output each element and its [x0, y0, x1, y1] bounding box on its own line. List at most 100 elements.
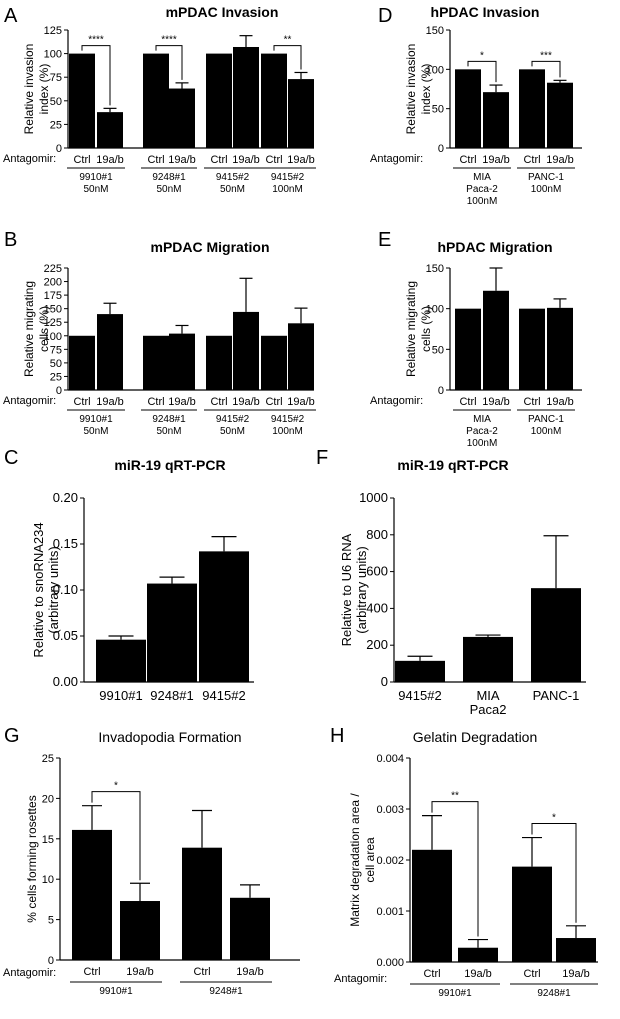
- group-label-line: 9415#2: [216, 172, 250, 183]
- y-tick-label: 125: [44, 25, 62, 37]
- chart-title: mPDAC Invasion: [166, 4, 279, 20]
- group-label: 9415#2 50nM: [216, 172, 250, 195]
- x-category-label: Ctrl: [423, 968, 440, 980]
- x-category-label: 19a/b: [482, 396, 510, 408]
- y-tick-label: 175: [44, 290, 62, 302]
- y-tick-label: 5: [48, 915, 54, 927]
- significance-marker: **: [451, 791, 459, 802]
- bar: [261, 53, 287, 148]
- group-label-line: 50nM: [83, 184, 108, 195]
- x-category-label: 9248#1: [150, 688, 193, 703]
- chart-title: miR-19 qRT-PCR: [114, 457, 225, 473]
- y-tick-label: 0.15: [53, 536, 78, 551]
- x-category-label: 19a/b: [96, 396, 124, 408]
- x-category-label-line: MIA: [476, 688, 499, 703]
- group-label-line: 9248#1: [537, 988, 571, 999]
- bar: [169, 88, 195, 148]
- x-category-label: 19a/b: [232, 154, 260, 166]
- y-axis-label-line: (arbitrary units): [354, 546, 369, 633]
- group-label: PANC-1 100nM: [528, 414, 564, 437]
- group-label-line: 100nM: [467, 196, 498, 207]
- y-tick-label: 50: [50, 358, 62, 370]
- bar: [463, 636, 513, 682]
- group-label-line: 9415#2: [271, 172, 305, 183]
- x-category-label: 19a/b: [96, 154, 124, 166]
- significance-marker: *: [114, 781, 118, 792]
- group-label-line: 100nM: [272, 426, 303, 437]
- bar: [547, 307, 573, 390]
- x-category-label: Ctrl: [83, 966, 100, 978]
- bar: [288, 79, 314, 148]
- x-category-label: Ctrl: [459, 396, 476, 408]
- bar: [182, 847, 222, 960]
- x-category-label: 19a/b: [126, 966, 154, 978]
- chart-title: hPDAC Migration: [437, 239, 552, 255]
- panel-letter: F: [316, 447, 328, 469]
- y-axis-label-line: cells (%): [37, 306, 51, 352]
- x-category-label: 19a/b: [232, 396, 260, 408]
- bar: [455, 69, 481, 148]
- significance-bracket: [431, 801, 479, 937]
- y-axis-label: Relative to U6 RNA(arbitrary units): [339, 533, 369, 646]
- y-tick-label: 75: [50, 344, 62, 356]
- group-label: MIA Paca-2 100nM: [466, 414, 498, 449]
- significance-marker: ****: [88, 35, 104, 46]
- bar: [412, 849, 452, 962]
- y-axis-label-line: Matrix degradation area /: [348, 793, 362, 927]
- panel-letter: G: [4, 725, 20, 747]
- y-tick-label: 200: [44, 277, 62, 289]
- x-category-label: 9415#2: [202, 688, 245, 703]
- y-tick-label: 0: [48, 955, 54, 967]
- chart-title: miR-19 qRT-PCR: [397, 457, 508, 473]
- bar: [455, 308, 481, 390]
- y-tick-label: 50: [432, 344, 444, 356]
- group-label-line: 9248#1: [209, 986, 243, 997]
- bar: [206, 335, 232, 390]
- x-category-label: Ctrl: [193, 966, 210, 978]
- bar: [395, 660, 445, 682]
- y-tick-label: 0.000: [376, 957, 404, 969]
- panel-letter: E: [378, 229, 391, 251]
- y-axis-label-line: % cells forming rosettes: [25, 795, 39, 922]
- panel-letter: A: [4, 5, 18, 27]
- bar: [261, 335, 287, 390]
- y-axis-label: Relative migratingcells (%): [404, 281, 433, 377]
- bar: [547, 82, 573, 148]
- y-tick-label: 150: [426, 263, 444, 275]
- group-label: 9415#2 100nM: [271, 414, 305, 437]
- x-category-label: 9910#1: [99, 688, 142, 703]
- significance-marker: ****: [161, 35, 177, 46]
- y-tick-label: 50: [50, 96, 62, 108]
- x-category-label: Ctrl: [523, 396, 540, 408]
- chart-title: Invadopodia Formation: [98, 729, 241, 745]
- bar: [458, 947, 498, 962]
- y-tick-label: 0.003: [376, 804, 404, 816]
- group-label: 9248#1: [537, 988, 571, 999]
- bar: [206, 53, 232, 148]
- y-axis-label-line: cell area: [363, 837, 377, 883]
- x-category-label: 19a/b: [236, 966, 264, 978]
- significance-bracket: [155, 45, 183, 80]
- y-tick-label: 0: [438, 385, 444, 397]
- group-label: PANC-1 100nM: [528, 172, 564, 195]
- y-tick-label: 100: [44, 49, 62, 61]
- bar: [556, 938, 596, 962]
- group-label-line: 9415#2: [271, 414, 305, 425]
- bar: [143, 335, 169, 390]
- y-tick-label: 400: [366, 600, 388, 615]
- y-tick-label: 125: [44, 317, 62, 329]
- x-category-label-line: Paca2: [470, 702, 507, 717]
- y-axis-label-line: Relative migrating: [22, 281, 36, 377]
- y-tick-label: 20: [42, 793, 54, 805]
- group-label-line: MIA: [473, 414, 491, 425]
- y-axis-label-line: Relative to snoRNA234: [31, 522, 46, 657]
- group-label-line: PANC-1: [528, 414, 564, 425]
- group-label: 9910#1 50nM: [79, 414, 113, 437]
- bar: [483, 92, 509, 148]
- group-label: 9910#1: [99, 986, 133, 997]
- chart-title: Gelatin Degradation: [413, 729, 538, 745]
- x-category-label: 19a/b: [287, 396, 315, 408]
